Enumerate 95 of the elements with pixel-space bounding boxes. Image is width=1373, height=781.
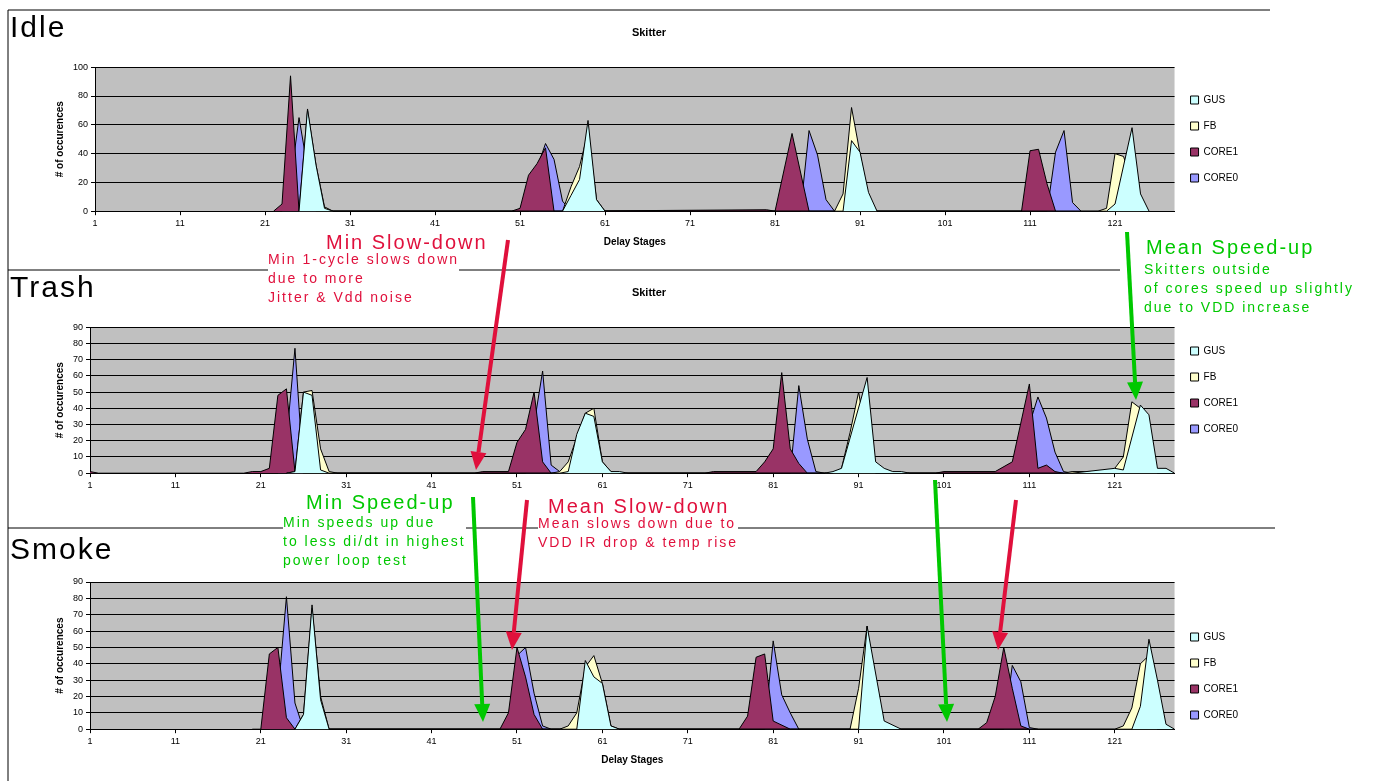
legend-label: FB: [1203, 370, 1217, 382]
x-tick-label: 71: [682, 736, 693, 747]
x-tick-label: 31: [341, 736, 352, 747]
chart-title: Skitter: [631, 25, 667, 38]
y-tick-label: 30: [73, 674, 84, 685]
y-tick-label: 10: [73, 707, 84, 718]
text: Trash: [10, 270, 96, 304]
y-axis-title: # of occurences: [53, 617, 65, 694]
x-tick-label: 11: [175, 218, 185, 229]
legend-label: CORE0: [1203, 708, 1239, 720]
x-tick-label: 71: [685, 218, 696, 229]
y-tick-label: 20: [73, 690, 84, 701]
x-tick-label: 51: [511, 736, 522, 747]
chart-title: Skitter: [631, 285, 667, 298]
y-tick-label: 100: [72, 61, 89, 72]
x-tick-label: 81: [768, 736, 779, 747]
x-tick-label: 31: [341, 480, 352, 491]
y-tick-label: 90: [73, 321, 84, 332]
text: Min Speed-up: [306, 490, 455, 514]
x-tick-label: 61: [600, 218, 611, 229]
y-tick-label: 80: [73, 337, 84, 348]
y-tick-label: 40: [73, 402, 84, 413]
x-tick-label: 21: [255, 480, 266, 491]
x-tick-label: 111: [1023, 218, 1037, 229]
x-tick-label: 121: [1107, 480, 1123, 491]
y-tick-label: 50: [73, 386, 84, 397]
text: Min Slow-down: [326, 230, 488, 254]
y-tick-label: 40: [78, 148, 89, 159]
x-tick-label: 101: [937, 218, 953, 229]
y-tick-label: 10: [73, 451, 84, 462]
y-tick-label: 30: [73, 419, 84, 430]
text: Mean slows down due to VDD IR drop & temp rise: [538, 514, 739, 552]
y-tick-label: 70: [73, 609, 84, 620]
x-tick-label: 111: [1022, 736, 1037, 747]
text: Min speeds up due to less di/dt in highest power loop test: [283, 513, 466, 570]
legend-label: FB: [1203, 119, 1217, 131]
x-tick-label: 81: [768, 480, 779, 491]
legend-label: GUS: [1203, 93, 1226, 105]
x-tick-label: 31: [345, 218, 356, 229]
x-tick-label: 1: [92, 218, 98, 229]
x-tick-label: 21: [255, 736, 266, 747]
x-axis-title: Delay Stages: [603, 235, 667, 247]
text: Mean Speed-up: [1146, 235, 1315, 259]
x-tick-label: 91: [855, 218, 866, 229]
legend-label: CORE0: [1203, 171, 1239, 183]
x-tick-label: 81: [770, 218, 781, 229]
x-tick-label: 1: [87, 480, 93, 491]
x-tick-label: 121: [1107, 218, 1123, 229]
y-tick-label: 70: [73, 354, 84, 365]
y-axis-title: # of occurences: [53, 100, 65, 178]
x-tick-label: 121: [1107, 736, 1123, 747]
x-tick-label: 51: [511, 480, 522, 491]
y-tick-label: 40: [73, 658, 84, 669]
text: Idle: [10, 10, 67, 44]
x-tick-label: 11: [170, 736, 181, 747]
x-tick-label: 71: [682, 480, 693, 491]
legend-label: CORE1: [1203, 396, 1239, 408]
y-tick-label: 80: [78, 90, 89, 101]
text: Min 1-cycle slows down due to more Jitter & Vdd noise: [268, 250, 460, 307]
y-tick-label: 50: [73, 641, 84, 652]
text: Skitters outside of cores speed up slightly due to VDD increase: [1144, 260, 1354, 317]
legend-label: GUS: [1203, 630, 1226, 642]
x-tick-label: 61: [597, 736, 608, 747]
x-tick-label: 41: [426, 480, 437, 491]
x-tick-label: 51: [515, 218, 526, 229]
y-tick-label: 60: [78, 119, 89, 130]
x-tick-label: 41: [426, 736, 437, 747]
y-tick-label: 60: [73, 370, 84, 381]
legend-label: CORE1: [1203, 682, 1239, 694]
legend-label: FB: [1203, 656, 1217, 668]
x-tick-label: 91: [853, 480, 864, 491]
y-tick-label: 0: [78, 467, 84, 478]
y-tick-label: 60: [73, 625, 84, 636]
x-tick-label: 21: [260, 218, 271, 229]
y-tick-label: 0: [83, 205, 89, 216]
y-tick-label: 80: [73, 592, 84, 603]
x-tick-label: 61: [597, 480, 608, 491]
legend-label: CORE1: [1203, 145, 1239, 157]
x-tick-label: 101: [936, 480, 952, 491]
x-axis-title: Delay Stages: [601, 753, 664, 765]
y-tick-label: 20: [78, 176, 89, 187]
text: Mean Slow-down: [548, 494, 730, 518]
x-tick-label: 41: [430, 218, 441, 229]
legend-label: GUS: [1203, 344, 1226, 356]
y-tick-label: 90: [73, 576, 84, 587]
y-tick-label: 20: [73, 435, 84, 446]
legend-label: CORE0: [1203, 422, 1239, 434]
x-tick-label: 111: [1022, 480, 1037, 491]
x-tick-label: 101: [936, 736, 952, 747]
x-tick-label: 91: [853, 736, 864, 747]
text: Smoke: [10, 532, 114, 566]
x-tick-label: 11: [170, 480, 181, 491]
x-tick-label: 1: [87, 736, 93, 747]
y-tick-label: 0: [78, 723, 84, 734]
y-axis-title: # of occurences: [53, 361, 65, 439]
